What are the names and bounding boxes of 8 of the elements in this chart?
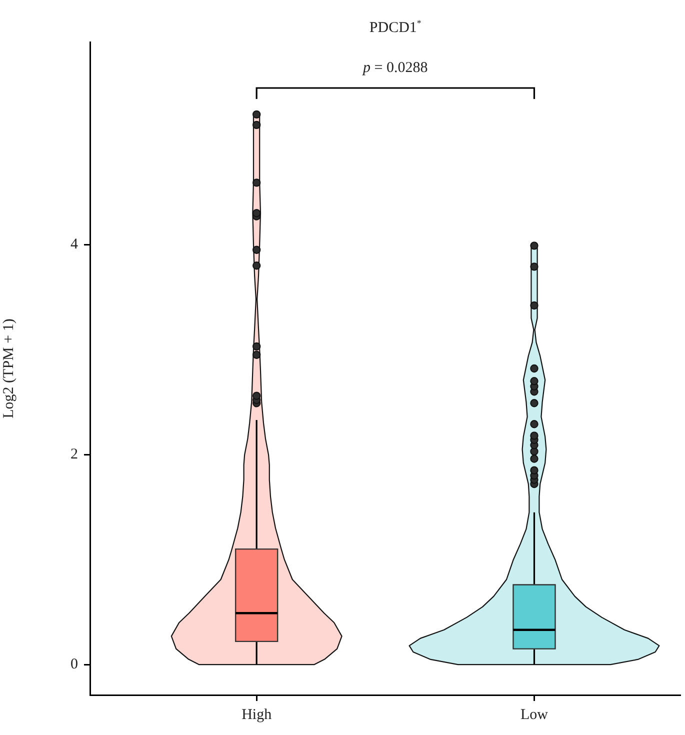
y-tick-label: 4 bbox=[70, 236, 78, 253]
chart-title: PDCD1$^{*}$ bbox=[369, 17, 422, 37]
y-tick-label: 0 bbox=[70, 656, 78, 672]
x-tick-label: Low bbox=[520, 706, 548, 723]
x-tick-label: High bbox=[242, 706, 272, 723]
annotation: p = 0.0288 bbox=[363, 59, 428, 77]
y-axis-title: Log2 (TPM + 1) bbox=[0, 318, 17, 418]
y-tick-label: 2 bbox=[70, 446, 78, 463]
